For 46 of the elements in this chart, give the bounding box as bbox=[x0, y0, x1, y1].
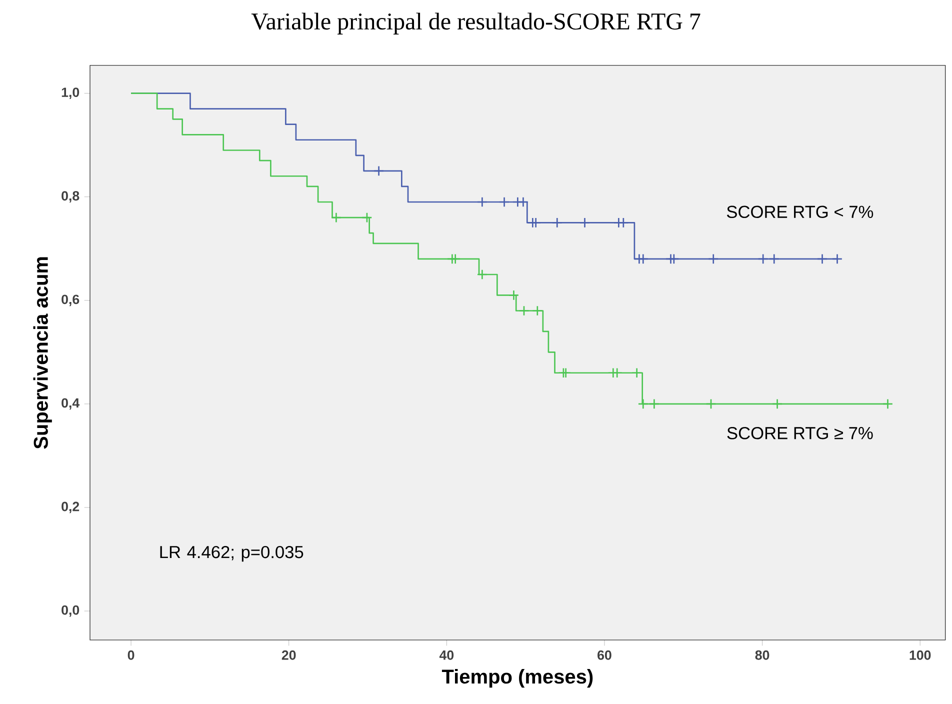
y-tick-label: 0,0 bbox=[62, 605, 80, 617]
y-axis-title: Supervivencia acum bbox=[33, 257, 52, 449]
point bbox=[450, 254, 461, 264]
point bbox=[648, 398, 660, 410]
point bbox=[618, 217, 629, 228]
point bbox=[552, 217, 562, 228]
point bbox=[476, 196, 488, 208]
y-tick-label: 0,2 bbox=[62, 502, 80, 514]
x-axis-title: Tiempo (meses) bbox=[442, 668, 593, 688]
x-tick-label: 100 bbox=[910, 650, 931, 660]
point bbox=[758, 254, 768, 264]
point bbox=[508, 290, 520, 301]
point bbox=[708, 254, 719, 264]
point bbox=[882, 398, 894, 410]
x-tick-label: 0 bbox=[128, 650, 134, 660]
y-tick-label: 1,0 bbox=[62, 88, 80, 99]
annotation: LR 4.462; p=0.035 bbox=[160, 546, 304, 562]
point bbox=[362, 212, 372, 223]
point bbox=[579, 217, 590, 228]
y-tick-label: 0,4 bbox=[62, 398, 80, 410]
point bbox=[373, 166, 384, 176]
y-tick-label: 0,8 bbox=[62, 191, 80, 203]
point bbox=[530, 217, 542, 228]
point bbox=[476, 269, 488, 280]
x-tick-label: 20 bbox=[282, 650, 296, 660]
y-tick-label: 0,6 bbox=[62, 294, 80, 306]
point bbox=[518, 305, 530, 316]
series-label: SCORE RTG ≥ 7% bbox=[727, 426, 873, 440]
point bbox=[560, 368, 572, 378]
point bbox=[330, 212, 342, 223]
x-tick-label: 60 bbox=[598, 650, 612, 660]
point bbox=[638, 398, 648, 410]
point bbox=[631, 368, 642, 378]
x-tick-label: 40 bbox=[439, 650, 454, 660]
point bbox=[832, 254, 843, 264]
x-tick-label: 80 bbox=[755, 650, 770, 660]
point bbox=[498, 196, 510, 208]
chart-title: Variable principal de resultado-SCORE RTG 7 bbox=[251, 12, 700, 34]
text: SCORE RTG < 7% bbox=[726, 206, 874, 218]
point bbox=[706, 398, 716, 410]
point bbox=[668, 254, 680, 264]
point bbox=[518, 196, 529, 208]
point bbox=[772, 398, 783, 410]
point bbox=[816, 254, 828, 264]
point bbox=[532, 305, 543, 316]
point bbox=[768, 254, 780, 264]
